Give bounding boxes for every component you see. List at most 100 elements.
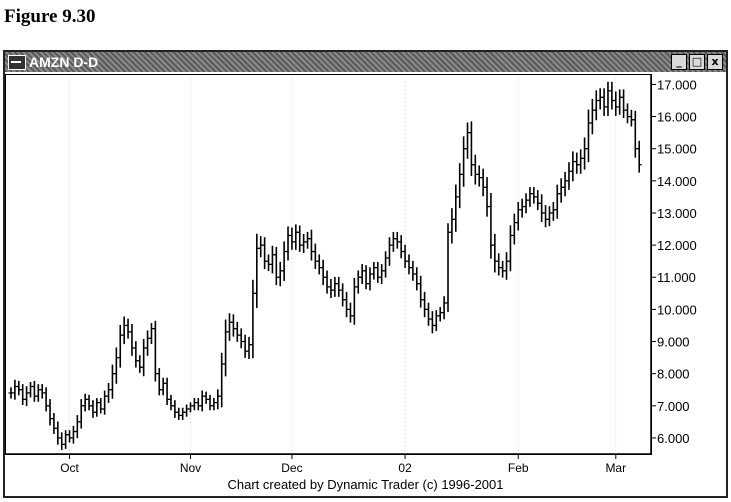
price-bar	[227, 313, 233, 341]
price-bar	[102, 390, 108, 415]
price-bar	[371, 261, 377, 280]
price-bar	[211, 398, 217, 411]
y-tick-label: 11.000	[657, 270, 696, 285]
price-bar	[90, 400, 96, 418]
close-button[interactable]: x	[707, 54, 723, 70]
price-bar	[262, 237, 268, 270]
chart-credit: Chart created by Dynamic Trader (c) 1996…	[227, 477, 504, 492]
price-bar	[316, 254, 322, 275]
price-bar	[113, 347, 119, 384]
price-bar	[347, 302, 353, 323]
maximize-button[interactable]: □	[689, 54, 705, 70]
price-bar	[523, 193, 529, 214]
price-bar	[297, 225, 303, 252]
price-bar	[285, 226, 291, 261]
price-bar	[617, 89, 623, 115]
price-bar	[176, 407, 182, 420]
price-bar	[449, 208, 455, 244]
window-title: AMZN D-D	[29, 54, 99, 70]
price-bar	[624, 103, 630, 124]
price-bar	[379, 264, 385, 284]
price-bar	[35, 384, 41, 402]
window-controls: _ □ x	[671, 54, 723, 70]
price-bar	[94, 398, 100, 417]
price-bar	[70, 425, 76, 444]
price-bar	[465, 122, 471, 159]
price-bar	[308, 229, 314, 261]
price-bar	[433, 310, 439, 332]
price-bar	[457, 163, 463, 209]
price-bar	[160, 377, 166, 396]
price-bar	[51, 413, 57, 434]
price-bar	[55, 421, 61, 445]
price-bar	[133, 341, 139, 368]
price-bar	[441, 296, 447, 320]
y-tick-label: 15.000	[657, 142, 697, 157]
price-bar	[504, 252, 510, 280]
price-bar	[39, 384, 45, 399]
price-bar	[43, 387, 49, 412]
price-bar	[597, 88, 603, 110]
price-bar	[129, 324, 135, 356]
price-bar	[273, 246, 279, 286]
price-bar	[535, 190, 541, 211]
price-chart: 6.000 7.000 8.000 9.000 10.000 11.000 12.000 13…	[5, 74, 697, 474]
price-bar	[191, 398, 197, 411]
window-titlebar[interactable]: AMZN D-D _ □ x	[5, 52, 726, 72]
price-bar	[203, 391, 209, 404]
price-bar	[63, 430, 69, 449]
price-bar	[152, 320, 158, 382]
price-bar	[484, 177, 490, 217]
price-bar	[554, 184, 560, 219]
price-bar	[636, 140, 642, 173]
price-bar	[500, 260, 506, 278]
price-bar	[422, 291, 428, 318]
price-bar	[453, 184, 459, 232]
x-tick-label: Feb	[508, 461, 529, 474]
price-bar	[515, 201, 521, 231]
y-tick-label: 10.000	[657, 302, 697, 317]
chart-app-icon[interactable]	[8, 55, 26, 70]
price-bar	[67, 430, 73, 443]
price-bar	[628, 109, 634, 127]
price-bar	[543, 205, 549, 228]
price-bar	[492, 233, 498, 273]
price-bar	[47, 399, 53, 426]
price-bar	[589, 98, 595, 135]
price-bar	[363, 265, 369, 290]
price-bar	[86, 394, 92, 411]
price-bar	[461, 136, 467, 187]
x-tick-label: Oct	[60, 461, 79, 474]
price-bar	[187, 402, 193, 413]
plot-frame	[5, 74, 652, 455]
price-bar	[531, 186, 537, 204]
price-bar	[238, 328, 244, 349]
price-bar	[74, 415, 80, 439]
price-bar	[199, 390, 205, 412]
price-bar	[145, 330, 151, 356]
minimize-button[interactable]: _	[671, 54, 687, 70]
price-bar	[507, 225, 513, 272]
price-bar	[172, 400, 178, 418]
price-bar	[121, 316, 127, 345]
x-tick-label: 02	[398, 461, 412, 474]
price-bar	[332, 276, 338, 297]
price-bar	[390, 231, 396, 252]
price-bar	[496, 253, 502, 276]
price-bar	[566, 162, 572, 190]
price-bar	[410, 260, 416, 281]
y-tick-label: 16.000	[657, 110, 697, 125]
price-bar	[164, 377, 170, 405]
price-bar	[621, 89, 627, 119]
price-bar	[305, 231, 311, 249]
y-tick-label: 8.000	[657, 367, 690, 382]
price-bar	[582, 137, 588, 170]
price-bar	[250, 279, 256, 359]
price-bar	[418, 275, 424, 308]
price-bar	[320, 259, 326, 286]
price-bar	[168, 394, 174, 411]
price-bar	[472, 154, 478, 185]
price-bar	[277, 261, 283, 287]
price-bar	[258, 236, 264, 258]
price-bar	[266, 254, 272, 272]
